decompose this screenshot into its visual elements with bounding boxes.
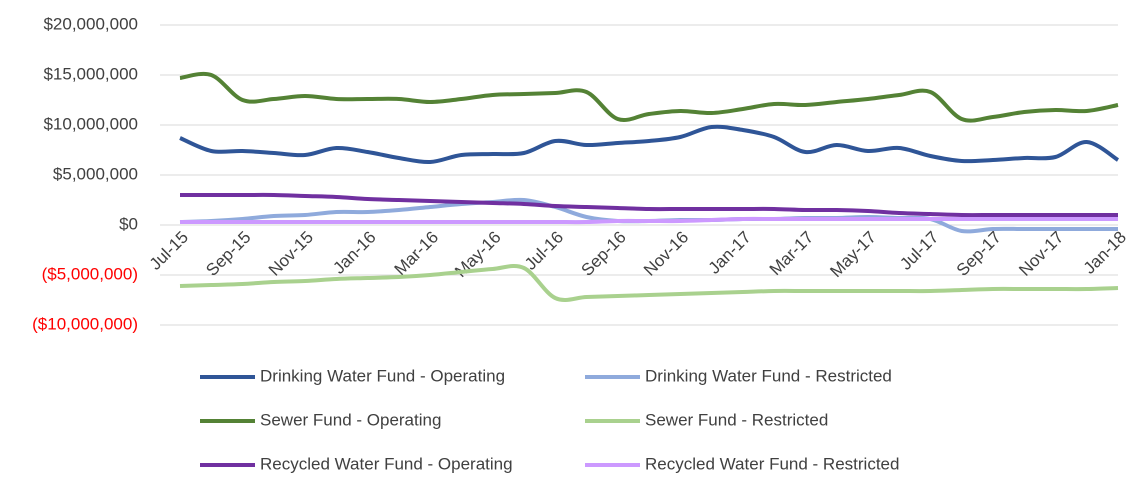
y-tick-label: $0 [119,214,138,233]
series-line [180,192,1118,218]
x-tick-label: Jan-18 [1080,228,1129,278]
legend-label: Sewer Fund - Operating [260,410,441,429]
y-tick-label: $5,000,000 [53,164,138,183]
x-tick-label: Jul-16 [521,228,567,274]
x-tick-label: Sep-17 [953,228,1005,280]
x-tick-label: May-17 [826,228,880,282]
legend-label: Recycled Water Fund - Operating [260,454,513,473]
x-tick-label: Jul-17 [896,228,942,274]
y-tick-label: $15,000,000 [43,64,138,83]
legend-label: Recycled Water Fund - Restricted [645,454,899,473]
x-tick-label: Mar-16 [391,228,443,280]
legend-label: Sewer Fund - Restricted [645,410,828,429]
x-tick-label: Sep-16 [578,228,630,280]
y-tick-label: $10,000,000 [43,114,138,133]
x-tick-label: Sep-15 [202,228,254,280]
y-tick-label: $20,000,000 [43,14,138,33]
x-tick-label: Nov-15 [265,228,317,280]
series-line [180,216,1118,225]
x-tick-label: Nov-17 [1015,228,1067,280]
x-tick-label: Mar-17 [766,228,818,280]
x-tick-label: Nov-16 [640,228,692,280]
series-line [179,71,1119,123]
y-tick-label: ($10,000,000) [32,314,138,333]
x-tick-label: Jan-16 [329,228,379,278]
series-line [179,264,1119,302]
y-tick-label: ($5,000,000) [42,264,138,283]
series-line [179,124,1120,165]
x-tick-label: Jan-17 [705,228,755,278]
legend-label: Drinking Water Fund - Restricted [645,366,892,385]
x-tick-label: Jul-15 [146,228,192,274]
legend-label: Drinking Water Fund - Operating [260,366,505,385]
